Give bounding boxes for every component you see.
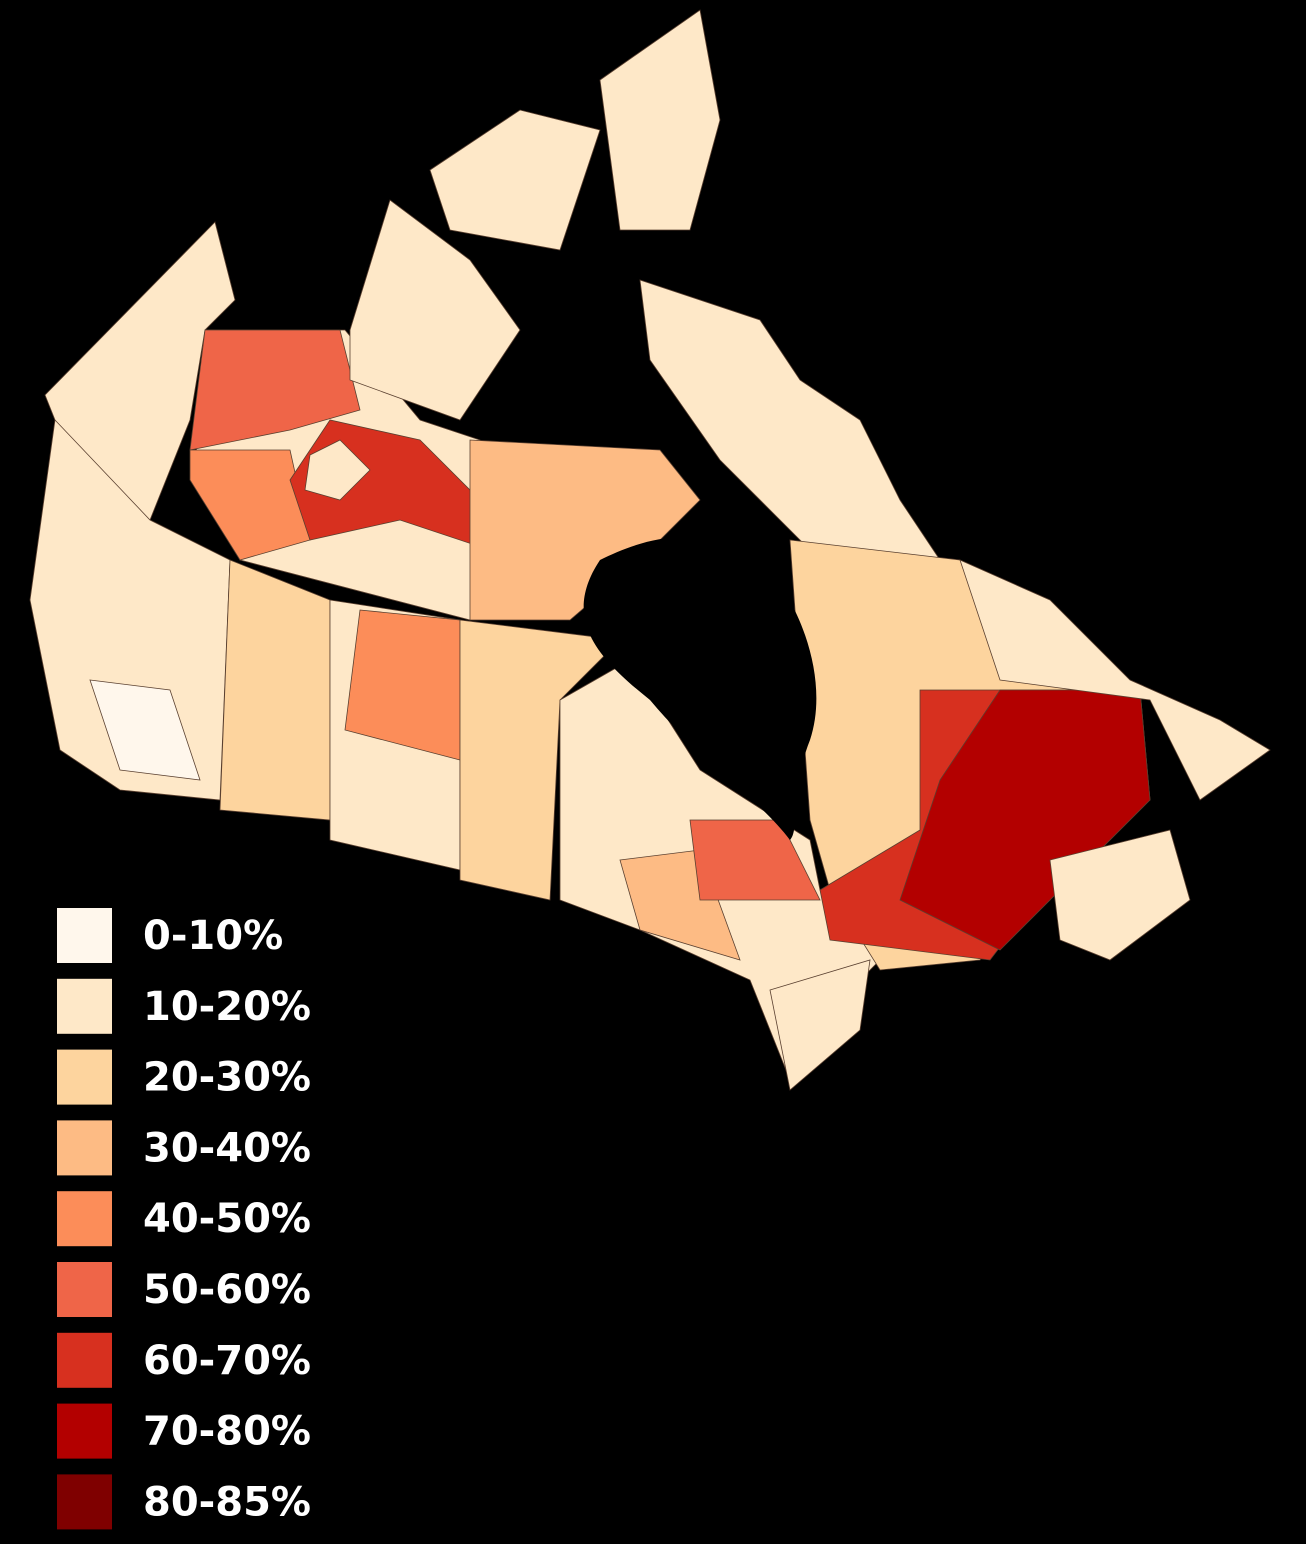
legend-swatch	[57, 1191, 112, 1247]
region	[189, 449, 311, 561]
legend-swatch	[57, 1403, 112, 1459]
legend-swatch	[57, 1120, 112, 1176]
legend-swatch	[57, 1049, 112, 1105]
region	[349, 199, 521, 421]
region	[769, 959, 871, 1091]
legend-swatch	[57, 978, 112, 1034]
legend-label: 50-60%	[143, 1267, 311, 1313]
legend-label: 80-85%	[143, 1479, 311, 1525]
legend-swatch	[57, 1474, 112, 1530]
region	[219, 559, 331, 821]
region	[599, 9, 721, 231]
region	[429, 109, 601, 251]
legend-swatch	[57, 1332, 112, 1388]
region	[189, 329, 361, 451]
legend-label: 20-30%	[143, 1055, 311, 1101]
region	[304, 439, 371, 501]
legend-label: 40-50%	[143, 1196, 311, 1242]
legend-label: 0-10%	[143, 913, 283, 959]
region	[29, 419, 231, 801]
legend: 0-10% 10-20% 20-30% 30-40% 40-50% 50-60% 60-70…	[57, 908, 311, 1530]
legend-label: 70-80%	[143, 1409, 311, 1455]
region	[959, 559, 1271, 801]
legend-swatch	[57, 1262, 112, 1317]
map-regions	[29, 9, 1271, 1091]
legend-label: 60-70%	[143, 1338, 311, 1384]
legend-swatch	[57, 908, 112, 963]
region	[689, 819, 821, 901]
region	[1049, 829, 1191, 961]
region	[89, 679, 201, 781]
legend-label: 30-40%	[143, 1125, 311, 1171]
hudson-bay	[583, 536, 817, 840]
legend-label: 10-20%	[143, 984, 311, 1030]
